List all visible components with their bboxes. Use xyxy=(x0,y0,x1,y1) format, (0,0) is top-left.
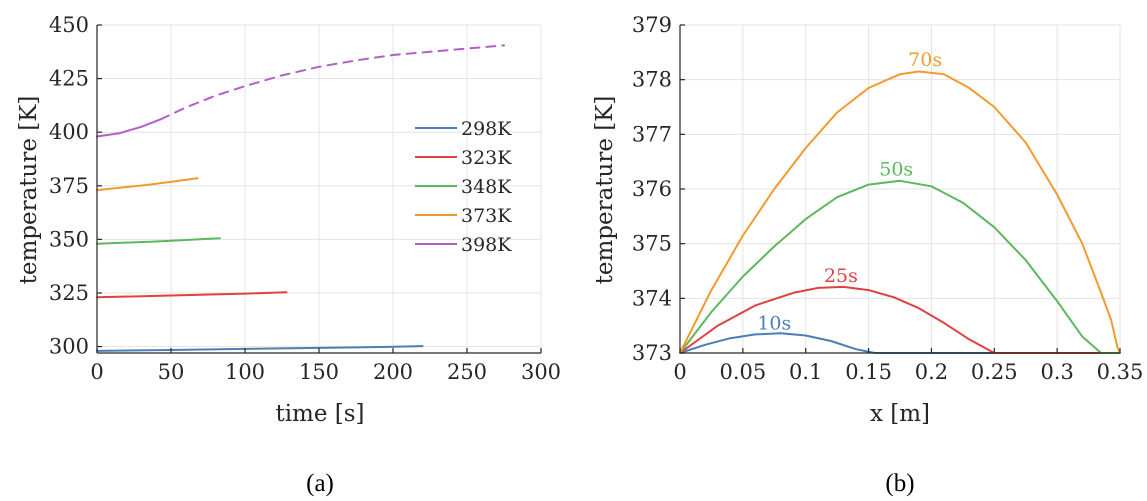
b-x-tick-label-6: 0.3 xyxy=(1040,360,1073,384)
a-x-tick-label-0: 0 xyxy=(90,360,103,384)
a-legend-label-373K: 373K xyxy=(461,205,512,227)
a-y-tick-label-0: 300 xyxy=(49,335,89,359)
panel-a: 0 50 100 150 200 250 300300325350375400425450 … xyxy=(16,13,561,497)
b-annotation-25s: 25s xyxy=(824,265,858,287)
b-x-tick-label-2: 0.1 xyxy=(789,360,822,384)
b-annotation-10s: 10s xyxy=(757,312,791,334)
b-x-tick-label-0: 0 xyxy=(673,360,686,384)
a-series xyxy=(96,44,505,352)
a-caption: (a) xyxy=(306,470,334,497)
a-series-398K xyxy=(96,118,162,138)
a-x-tick-label-4: 200 xyxy=(373,360,413,384)
b-y-tick-label-4: 377 xyxy=(632,122,672,146)
a-legend-label-323K: 323K xyxy=(461,147,512,169)
a-x-axis-label: time [s] xyxy=(275,401,364,427)
b-y-tick-label-3: 376 xyxy=(632,177,672,201)
b-x-tick-label-5: 0.25 xyxy=(971,360,1018,384)
a-legend-label-348K: 348K xyxy=(461,176,512,198)
a-x-tick-label-2: 100 xyxy=(225,360,265,384)
b-x-tick-label-1: 0.05 xyxy=(719,360,766,384)
b-annotation-50s: 50s xyxy=(879,158,913,180)
a-grid xyxy=(96,24,542,353)
b-y-tick-label-0: 373 xyxy=(632,341,672,365)
b-y-tick-label-6: 379 xyxy=(632,13,672,37)
b-annotation-70s: 70s xyxy=(908,49,942,71)
b-annotations: 10s 25s 50s 70s xyxy=(757,49,942,334)
b-x-tick-label-4: 0.2 xyxy=(915,360,948,384)
a-y-tick-label-4: 400 xyxy=(49,120,89,144)
b-x-axis-label: x [m] xyxy=(870,401,930,427)
a-legend-label-298K: 298K xyxy=(461,118,512,140)
panel-b: 0 0.05 0.1 0.15 0.2 0.25 0.3 0.35 373 374 375 376 37… xyxy=(592,13,1143,497)
a-x-tick-label-1: 50 xyxy=(158,360,185,384)
b-y-axis-label: temperature [K] xyxy=(592,96,618,285)
b-caption: (b) xyxy=(885,470,914,497)
a-legend-label-398K: 398K xyxy=(461,234,512,256)
b-y-tick-label-2: 375 xyxy=(632,232,672,256)
b-series xyxy=(679,70,1121,354)
a-series-348K xyxy=(96,237,221,245)
a-y-tick-label-2: 350 xyxy=(49,227,89,251)
a-legend: 298K 323K 348K 373K 398K xyxy=(415,118,512,256)
b-series-70s xyxy=(679,70,1121,354)
a-series-298K xyxy=(96,345,424,352)
b-y-tick-label-5: 378 xyxy=(632,68,672,92)
b-y-tick-label-1: 374 xyxy=(632,286,672,310)
a-x-tick-label-3: 150 xyxy=(299,360,339,384)
b-series-25s xyxy=(679,285,1121,354)
b-series-10s xyxy=(679,332,1121,354)
b-x-tick-label-3: 0.15 xyxy=(845,360,892,384)
a-x-tick-label-5: 250 xyxy=(447,360,487,384)
a-y-tick-label-1: 325 xyxy=(49,281,89,305)
a-y-tick-label-3: 375 xyxy=(49,174,89,198)
a-series-373K xyxy=(96,177,199,192)
a-y-tick-label-6: 450 xyxy=(49,13,89,37)
a-y-axis-label: temperature [K] xyxy=(16,96,42,285)
b-x-tick-label-7: 0.35 xyxy=(1097,360,1144,384)
b-series-50s xyxy=(679,179,1121,354)
a-series-323K xyxy=(96,291,288,299)
b-ticks: 0 0.05 0.1 0.15 0.2 0.25 0.3 0.35 373 374 375 376 37… xyxy=(632,13,1143,384)
a-x-tick-label-6: 300 xyxy=(521,360,561,384)
a-y-tick-label-5: 425 xyxy=(49,67,89,91)
a-series-extension-dashed xyxy=(159,44,505,121)
a-ticks: 0 50 100 150 200 250 300 300 325 350 375 400 425 450 xyxy=(49,13,561,384)
